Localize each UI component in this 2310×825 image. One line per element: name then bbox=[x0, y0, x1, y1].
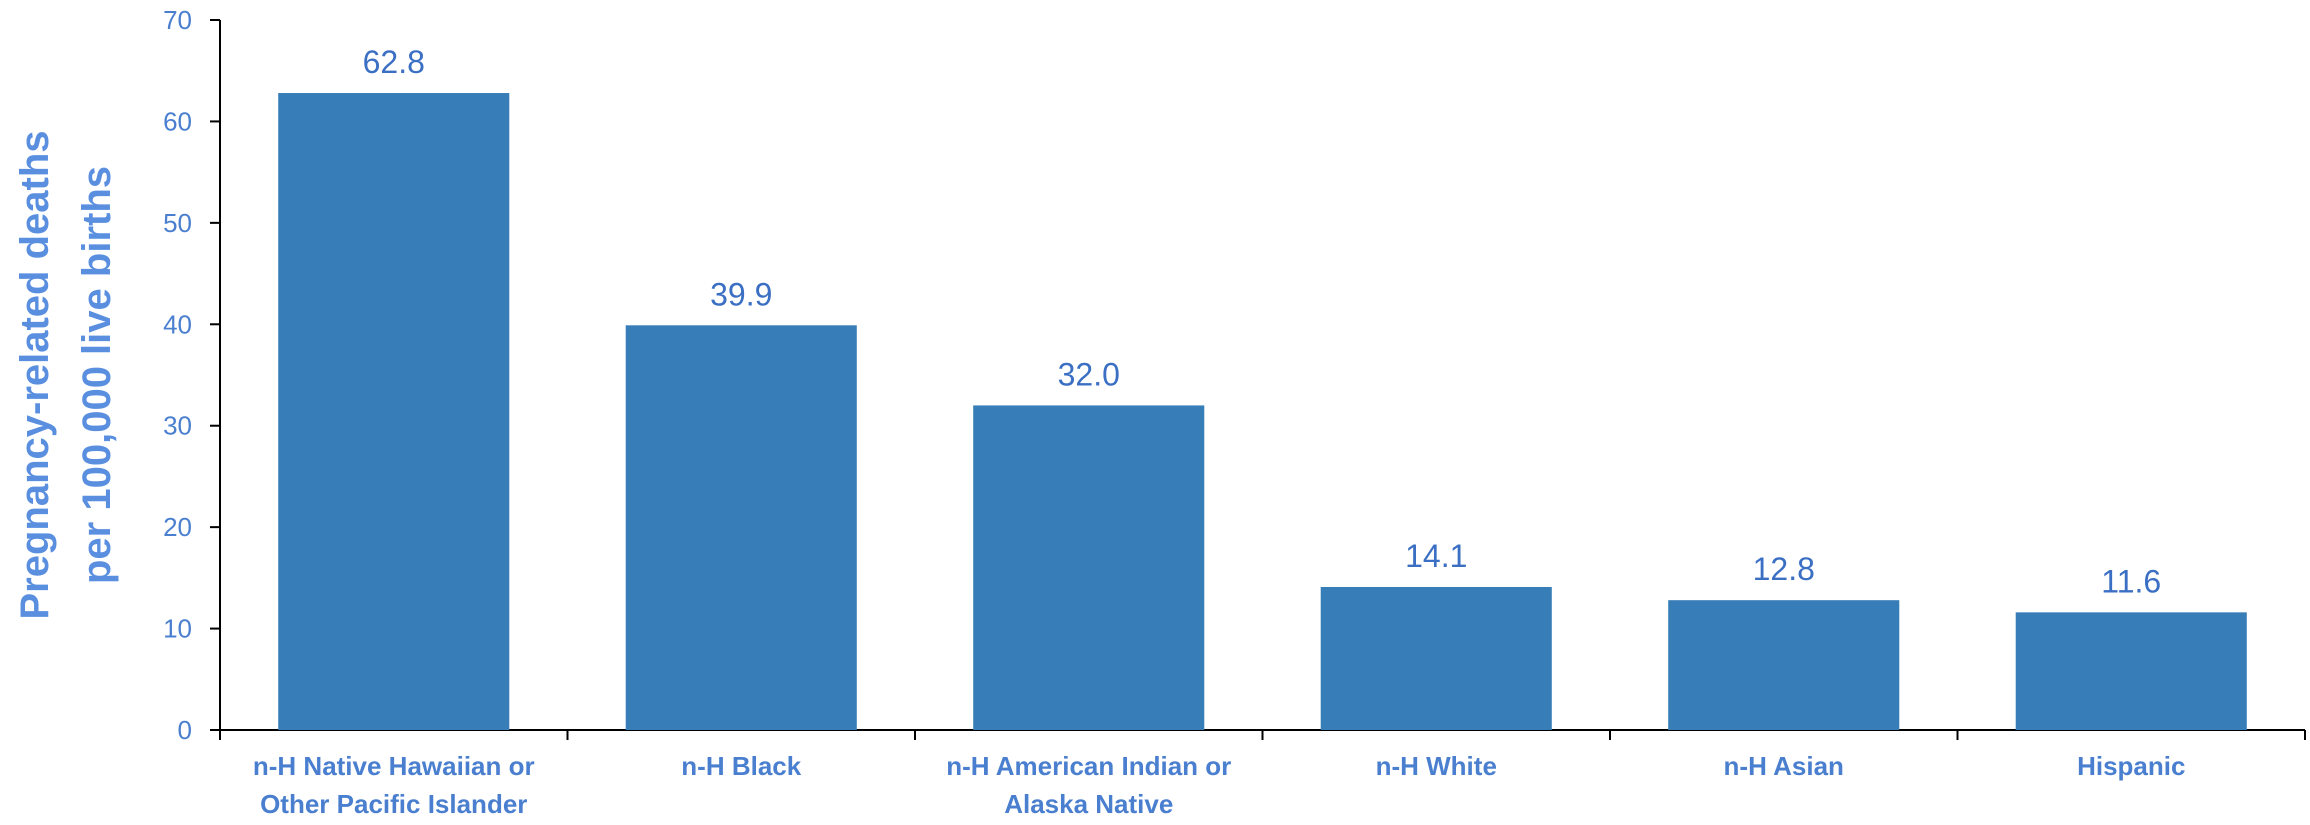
data-label: 32.0 bbox=[1058, 356, 1120, 392]
category-label: n-H American Indian or bbox=[946, 751, 1231, 781]
data-label: 12.8 bbox=[1753, 551, 1815, 587]
y-tick-label: 70 bbox=[163, 5, 192, 35]
y-tick-label: 50 bbox=[163, 208, 192, 238]
category-label: Other Pacific Islander bbox=[260, 789, 527, 819]
category-label: n-H White bbox=[1376, 751, 1497, 781]
data-labels: 62.8 39.9 32.0 14.1 12.8 11.6 bbox=[363, 44, 2162, 599]
category-label: Alaska Native bbox=[1004, 789, 1173, 819]
y-tick-label: 10 bbox=[163, 614, 192, 644]
y-tick-label: 20 bbox=[163, 512, 192, 542]
data-label: 14.1 bbox=[1405, 538, 1467, 574]
category-label: n-H Native Hawaiian or bbox=[253, 751, 535, 781]
y-tick-label: 30 bbox=[163, 411, 192, 441]
data-label: 62.8 bbox=[363, 44, 425, 80]
y-tick-label: 60 bbox=[163, 106, 192, 136]
y-axis-title-line: per 100,000 live births bbox=[75, 166, 119, 584]
category-label: Hispanic bbox=[2077, 751, 2185, 781]
bars bbox=[278, 93, 2247, 731]
bar bbox=[973, 405, 1205, 730]
bar bbox=[1320, 586, 1552, 730]
bar bbox=[625, 325, 857, 730]
data-label: 39.9 bbox=[710, 276, 772, 312]
y-tick-label: 0 bbox=[178, 715, 192, 745]
bar bbox=[2015, 612, 2247, 730]
data-label: 11.6 bbox=[2101, 563, 2161, 599]
axes: 0 10 20 30 40 50 60 70 bbox=[163, 5, 2306, 745]
y-axis-title-line: Pregnancy-related deaths bbox=[13, 130, 57, 619]
category-label: n-H Black bbox=[681, 751, 801, 781]
bar bbox=[278, 93, 510, 731]
y-tick-label: 40 bbox=[163, 309, 192, 339]
category-labels: n-H Native Hawaiian or Other Pacific Isla… bbox=[253, 751, 2186, 819]
y-axis-title: Pregnancy-related deaths per 100,000 live… bbox=[13, 130, 119, 619]
bar bbox=[1668, 600, 1900, 730]
category-label: n-H Asian bbox=[1724, 751, 1844, 781]
